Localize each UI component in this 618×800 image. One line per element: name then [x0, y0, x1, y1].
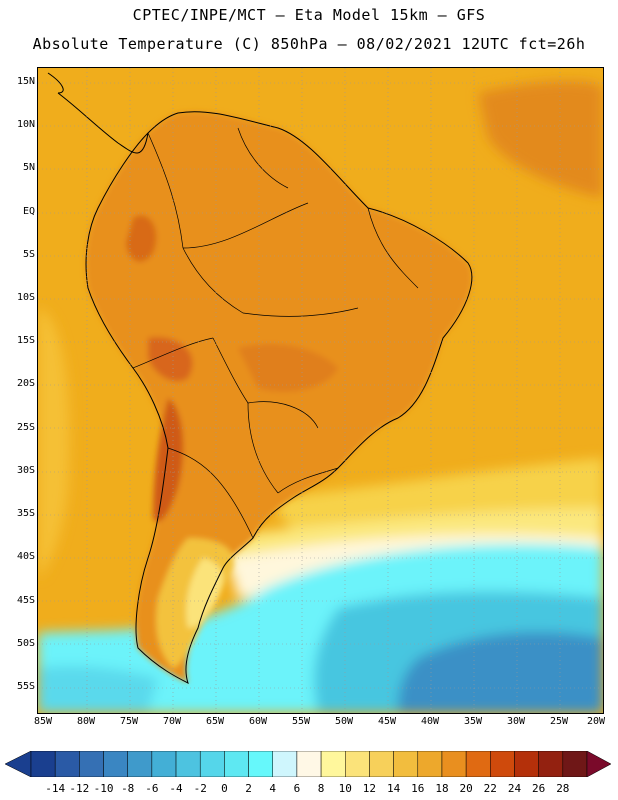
colorbar-swatch: [127, 751, 153, 777]
colorbar-swatch: [296, 751, 322, 777]
warm-atlantic-zone: [478, 81, 603, 198]
lat-label: 5S: [22, 249, 35, 260]
colorbar-swatch: [54, 751, 80, 777]
lat-label: 35S: [16, 508, 35, 519]
colorbar-swatch: [272, 751, 298, 777]
colorbar-tick-label: 0: [221, 782, 228, 795]
lon-label: 85W: [33, 716, 53, 727]
lat-label: 15S: [16, 335, 35, 346]
colorbar-swatch: [320, 751, 346, 777]
pacific-light-zone: [38, 308, 70, 578]
lat-label: 30S: [16, 465, 35, 476]
andes-hot-north: [126, 215, 157, 262]
lon-label: 80W: [76, 716, 96, 727]
lat-label: 50S: [16, 638, 35, 649]
colorbar-tick-label: 2: [245, 782, 252, 795]
colorbar-swatch: [248, 751, 273, 777]
colorbar-tick-label: 12: [362, 782, 377, 795]
colorbar-swatch: [538, 751, 564, 777]
lat-label: 55S: [16, 681, 35, 692]
colorbar-tick-label: 22: [483, 782, 497, 795]
colorbar-tick-label: 18: [435, 782, 449, 795]
colorbar-swatch: [175, 751, 201, 777]
colorbar-swatch: [514, 751, 539, 777]
colorbar-tick-label: 8: [317, 782, 325, 795]
colorbar-tick-label: 26: [532, 782, 546, 795]
colorbar-tick-label: -6: [145, 782, 159, 795]
lat-label: 40S: [16, 551, 35, 562]
colorbar-tick-label: 20: [459, 782, 473, 795]
lon-label: 20W: [586, 716, 606, 727]
colorbar-tick-label: 4: [269, 782, 277, 795]
colorbar-tick-label: -10: [93, 782, 114, 795]
colorbar-swatch: [103, 751, 128, 777]
lon-label: 45W: [377, 716, 397, 727]
lat-label: 45S: [16, 595, 35, 606]
lat-label: 5N: [22, 162, 35, 173]
lon-label: 40W: [420, 716, 440, 727]
colorbar-swatch: [30, 751, 56, 777]
coldest-zone: [398, 632, 603, 713]
colorbar-swatch: [224, 751, 249, 777]
colorbar-swatch: [369, 751, 394, 777]
colorbar-swatch: [562, 751, 588, 777]
colorbar-tick-label: -4: [169, 782, 183, 795]
lon-label: 65W: [205, 716, 225, 727]
colorbar-tick-label: -12: [69, 782, 90, 795]
lon-label: 30W: [506, 716, 526, 727]
country-borders: [132, 127, 419, 539]
lat-label: 10N: [16, 119, 35, 130]
lat-label: 25S: [16, 422, 35, 433]
map-canvas: [38, 68, 603, 713]
colorbar-arrow-right: [586, 751, 612, 777]
colorbar-tick-label: 28: [556, 782, 570, 795]
map-title: CPTEC/INPE/MCT – Eta Model 15km – GFS: [132, 6, 486, 24]
andes-hot-central: [153, 398, 184, 522]
lon-label: 60W: [248, 716, 268, 727]
colorbar-swatch: [465, 751, 491, 777]
colorbar-swatch: [79, 751, 104, 777]
colorbar-swatch: [345, 751, 370, 777]
lat-label: EQ: [22, 206, 35, 217]
lat-label: 10S: [16, 292, 35, 303]
lon-label: 25W: [549, 716, 569, 727]
colorbar-tick-label: -2: [193, 782, 207, 795]
colorbar-tick-label: 10: [338, 782, 352, 795]
land-south-america: [86, 111, 472, 684]
colorbar-tick-label: 14: [386, 782, 401, 795]
colorbar-tick-label: 16: [411, 782, 425, 795]
colorbar-arrow-left: [5, 751, 32, 777]
lat-label: 20S: [16, 378, 35, 389]
colorbar-tick-label: 24: [507, 782, 522, 795]
colorbar-tick-label: -8: [121, 782, 135, 795]
colorbar-swatch: [393, 751, 419, 777]
colorbar-tick-label: -14: [45, 782, 66, 795]
temperature-map: [37, 67, 604, 714]
lon-label: 35W: [463, 716, 483, 727]
patagonia-pale-zone: [186, 558, 223, 628]
colorbar: [5, 751, 612, 777]
colorbar-swatch: [199, 751, 225, 777]
sw-cold-zone: [38, 666, 158, 713]
map-subtitle: Absolute Temperature (C) 850hPa – 08/02/…: [32, 35, 586, 53]
coastlines: [47, 72, 473, 684]
lon-label: 75W: [119, 716, 139, 727]
lon-label: 55W: [291, 716, 311, 727]
colorbar-tick-label: 6: [293, 782, 301, 795]
lat-label: 15N: [16, 76, 35, 87]
lon-label: 50W: [334, 716, 354, 727]
lon-label: 70W: [162, 716, 182, 727]
colorbar-swatch: [490, 751, 515, 777]
colorbar-swatch: [417, 751, 443, 777]
colorbar-swatch: [441, 751, 467, 777]
colorbar-swatch: [151, 751, 177, 777]
interior-warm: [238, 344, 338, 392]
